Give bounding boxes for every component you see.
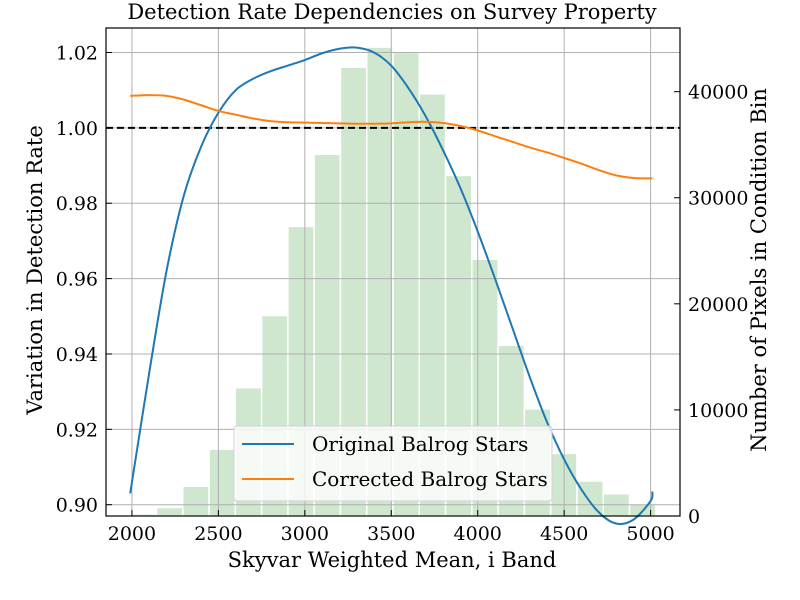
axes-frame [105, 27, 681, 517]
series-line-original [129, 46, 654, 526]
y2-tick-label: 30000 [688, 188, 748, 210]
y-tick-label: 0.90 [56, 495, 98, 517]
legend-label-original: Original Balrog Stars [312, 432, 528, 456]
x-tick-label: 4000 [454, 523, 502, 545]
histogram-bar [576, 480, 604, 517]
y-tick-label: 1.00 [56, 118, 98, 140]
y2-tick-label: 40000 [688, 82, 748, 104]
legend: Original Balrog Stars Corrected Balrog S… [233, 425, 553, 502]
legend-label-corrected: Corrected Balrog Stars [312, 467, 548, 491]
x-tick-label: 3000 [281, 523, 329, 545]
x-axis-label: Skyvar Weighted Mean, i Band [228, 548, 557, 572]
x-tick-label: 4500 [540, 523, 588, 545]
y2-tick-label: 20000 [688, 294, 748, 316]
ticks: 2000 2500 3000 3500 4000 4500 5000 0.90 0.92 0.94… [56, 42, 749, 545]
y-tick-label: 0.98 [56, 193, 98, 215]
y2-tick-label: 0 [688, 506, 700, 528]
y-tick-label: 1.02 [56, 42, 98, 64]
x-tick-label: 5000 [626, 523, 674, 545]
histogram-bar [182, 485, 210, 517]
y-tick-label: 0.96 [56, 269, 98, 291]
x-tick-label: 3500 [367, 523, 415, 545]
y-tick-label: 0.92 [56, 419, 98, 441]
series-line-corrected [130, 94, 654, 180]
x-tick-label: 2500 [194, 523, 242, 545]
y-axis-label: Variation in Detection Rate [23, 125, 47, 416]
series-lines [129, 46, 654, 526]
legend-box [233, 425, 553, 502]
histogram-bar [208, 448, 237, 517]
x-tick-label: 2000 [108, 523, 156, 545]
histogram-bar [155, 506, 184, 517]
axes [105, 27, 681, 517]
y2-axis-label: Number of Pixels in Condition Bin [747, 88, 771, 452]
y-tick-label: 0.94 [56, 344, 98, 366]
chart-title: Detection Rate Dependencies on Survey Pr… [127, 0, 656, 24]
y2-tick-label: 10000 [688, 400, 748, 422]
